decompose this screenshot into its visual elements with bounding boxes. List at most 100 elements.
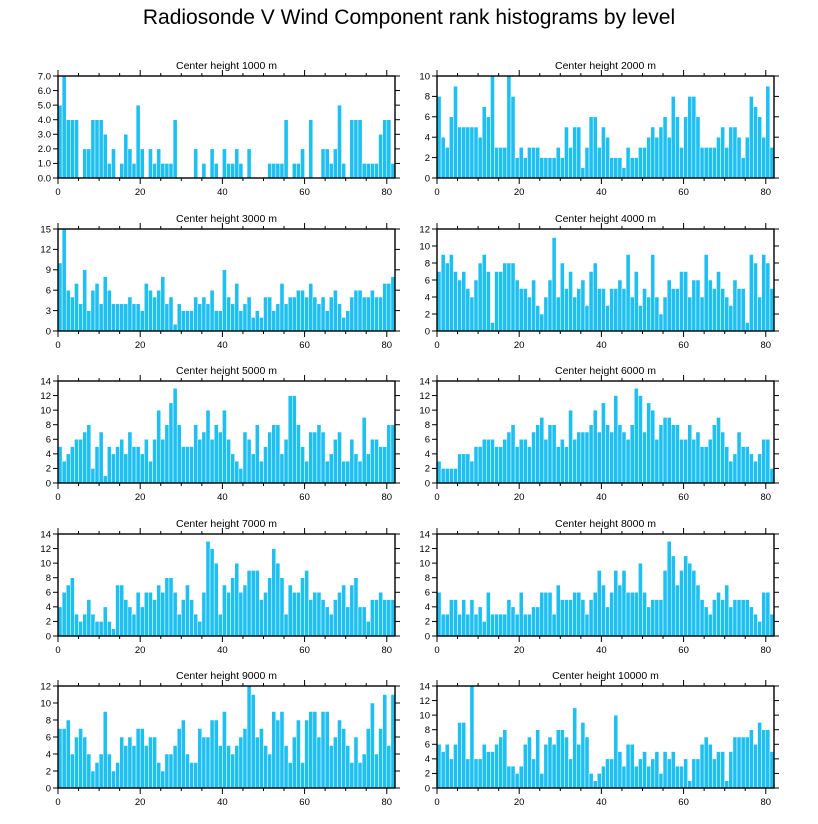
histogram-bar: [551, 744, 557, 789]
x-tick-label: 60: [299, 645, 310, 656]
x-tick-label: 60: [678, 187, 689, 198]
histogram-bar: [304, 296, 309, 332]
histogram-bar: [749, 96, 754, 179]
histogram-bar: [345, 310, 351, 332]
x-tick-label: 80: [760, 340, 771, 351]
histogram-bar: [572, 126, 577, 179]
histogram-bar: [486, 751, 491, 789]
histogram-bar: [597, 773, 602, 789]
x-tick-label: 20: [135, 187, 146, 198]
histogram-bar: [601, 126, 606, 179]
x-tick-label: 0: [434, 187, 439, 198]
histogram-bar: [365, 728, 371, 789]
histogram-bar: [453, 468, 458, 484]
histogram-bar: [82, 736, 88, 789]
histogram-bar: [181, 310, 186, 332]
histogram-bar: [560, 439, 565, 484]
histogram-bar: [650, 254, 656, 332]
histogram-bar: [629, 744, 635, 789]
y-tick-label: 14: [419, 529, 430, 540]
histogram-bar: [477, 262, 483, 332]
histogram-bar: [292, 736, 297, 789]
histogram-bar: [584, 736, 590, 789]
y-tick-label: 3.0: [38, 130, 51, 141]
histogram-bar: [111, 148, 116, 179]
y-tick-label: 0: [425, 478, 430, 489]
histogram-bar: [255, 736, 260, 789]
histogram-bar: [333, 289, 338, 332]
x-tick-label: 80: [760, 797, 771, 808]
x-tick-label: 0: [55, 797, 60, 808]
histogram-bar: [699, 446, 705, 484]
y-tick-label: 2: [425, 769, 430, 780]
histogram-bar: [86, 424, 92, 484]
histogram-bar: [527, 736, 532, 789]
histogram-bar: [658, 599, 664, 637]
histogram-bar: [736, 736, 742, 789]
histogram-bar: [592, 592, 598, 637]
histogram-bar: [584, 613, 590, 637]
histogram-bar: [197, 728, 203, 789]
histogram-bar: [740, 736, 746, 789]
histogram-bar: [654, 439, 660, 484]
histogram-bar: [197, 439, 203, 484]
histogram-bar: [304, 460, 309, 484]
histogram-bar: [609, 157, 614, 179]
histogram-bar: [514, 773, 520, 789]
histogram-bar: [287, 395, 293, 484]
histogram-bar: [494, 271, 499, 332]
histogram-bar: [638, 305, 643, 332]
histogram-bar: [646, 765, 651, 789]
histogram-bar: [144, 592, 149, 637]
histogram-bar: [732, 599, 738, 637]
y-tick-label: 8: [425, 92, 430, 103]
histogram-bar: [444, 613, 450, 637]
histogram-bar: [486, 116, 491, 179]
histogram-bar: [189, 762, 194, 789]
y-tick-label: 6.0: [38, 86, 51, 97]
histogram-bar: [386, 424, 392, 484]
histogram-bar: [527, 446, 532, 484]
histogram-bar: [234, 148, 240, 179]
histogram-bar: [539, 313, 545, 332]
histogram-bar: [127, 296, 133, 332]
histogram-bar: [490, 439, 495, 484]
histogram-bar: [453, 744, 458, 789]
histogram-bar: [123, 453, 129, 484]
histogram-bar: [481, 439, 487, 484]
histogram-bar: [716, 136, 721, 179]
histogram-bar: [642, 751, 647, 789]
histogram-bar: [568, 271, 573, 332]
histogram-bar: [222, 584, 227, 637]
histogram-bar: [94, 621, 100, 637]
histogram-bar: [370, 599, 375, 637]
histogram-bar: [242, 584, 248, 637]
histogram-bar: [695, 279, 701, 332]
figure-title: Radiosonde V Wind Component rank histogr…: [142, 6, 676, 29]
histogram-bar: [535, 147, 540, 179]
histogram-bar: [283, 439, 289, 484]
histogram-bar: [213, 310, 219, 332]
histogram-panel: Center height 8000 m 0 2 4 6 8 10 12 14 0 20 40 60 80: [419, 518, 779, 656]
histogram-bar: [621, 570, 627, 637]
histogram-bar: [275, 424, 281, 484]
histogram-bar: [296, 719, 301, 789]
histogram-bar: [102, 276, 108, 332]
histogram-bar: [728, 126, 734, 179]
histogram-bar: [629, 157, 635, 179]
x-tick-label: 80: [381, 797, 392, 808]
histogram-bar: [246, 148, 252, 179]
histogram-bar: [382, 599, 388, 637]
histogram-bar: [576, 744, 582, 789]
histogram-bar: [531, 279, 536, 332]
histogram-bar: [320, 296, 326, 332]
histogram-bar: [444, 744, 450, 789]
histogram-bar: [707, 147, 713, 179]
histogram-bar: [757, 621, 762, 637]
histogram-bar: [662, 296, 668, 332]
histogram-bar: [473, 279, 479, 332]
histogram-bar: [168, 163, 174, 179]
histogram-bar: [477, 136, 483, 179]
histogram-bar: [345, 606, 351, 637]
x-tick-label: 0: [55, 492, 60, 503]
